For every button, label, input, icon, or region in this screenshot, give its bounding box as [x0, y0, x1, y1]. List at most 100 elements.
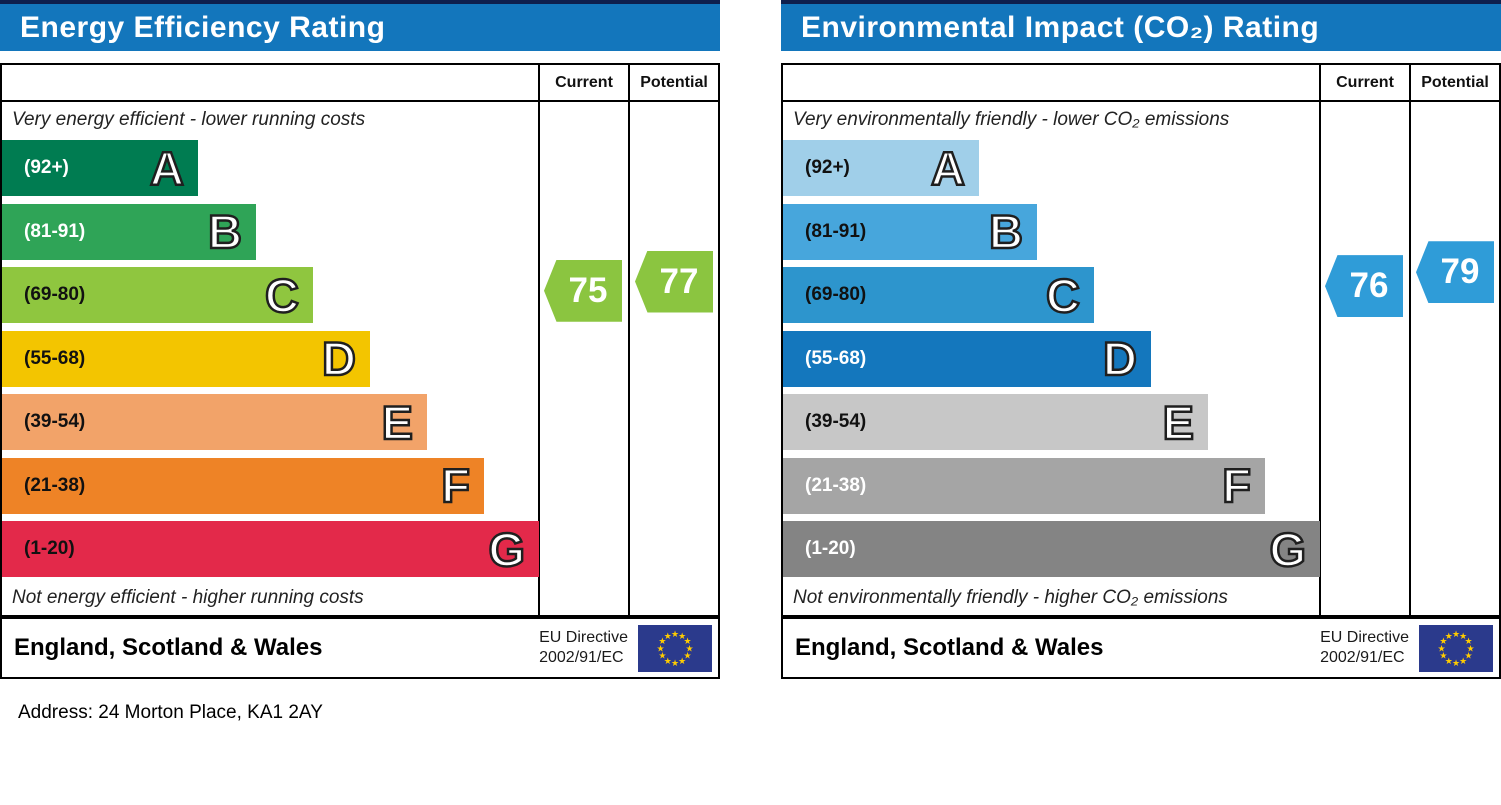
svg-text:★: ★	[664, 657, 672, 667]
band-d: (55-68) D	[2, 330, 370, 387]
svg-text:★: ★	[684, 651, 692, 661]
potential-rating-arrow: 79	[1416, 241, 1494, 304]
svg-text:★: ★	[684, 637, 692, 647]
svg-text:★: ★	[1459, 631, 1467, 641]
potential-column-header: Potential	[640, 74, 708, 91]
top-caption: Very environmentally friendly - lower CO…	[793, 109, 1230, 130]
band-range-label: (39-54)	[24, 411, 86, 432]
potential-rating-arrow: 77	[635, 250, 713, 313]
potential-column-header: Potential	[1421, 74, 1489, 91]
band-letter: G	[487, 522, 526, 576]
band-a: (92+) A	[2, 140, 198, 196]
current-rating-arrow: 76	[1325, 255, 1403, 318]
column-divider	[628, 65, 630, 615]
band-letter: D	[321, 332, 357, 385]
bottom-caption: Not environmentally friendly - higher CO…	[793, 587, 1228, 608]
band-range-label: (92+)	[805, 157, 850, 178]
svg-text:★: ★	[678, 657, 686, 667]
svg-text:★: ★	[1445, 631, 1453, 641]
band-range-label: (69-80)	[805, 284, 867, 305]
band-letter: E	[1161, 395, 1195, 449]
energy-title-bar: Energy Efficiency Rating	[0, 0, 720, 51]
band-g: (1-20) G	[2, 521, 539, 577]
band-range-label: (39-54)	[805, 411, 867, 432]
region-label: England, Scotland & Wales	[795, 634, 1104, 661]
band-letter: A	[930, 141, 966, 195]
band-range-label: (1-20)	[24, 538, 75, 559]
environmental-title-bar: Environmental Impact (CO₂) Rating	[781, 0, 1501, 51]
eu-directive-line1: EU Directive	[1320, 629, 1409, 646]
band-e: (39-54) E	[783, 394, 1208, 450]
potential-rating-value: 77	[659, 261, 699, 301]
band-d: (55-68) D	[783, 330, 1151, 387]
header-divider	[2, 100, 718, 102]
band-g: (1-20) G	[783, 521, 1320, 577]
svg-text:★: ★	[1465, 651, 1473, 661]
eu-directive-line2: 2002/91/EC	[539, 649, 624, 666]
energy-panel-title: Energy Efficiency Rating	[20, 10, 386, 44]
band-letter: B	[207, 205, 243, 258]
svg-text:★: ★	[671, 659, 679, 669]
band-letter: C	[1045, 268, 1081, 322]
band-range-label: (55-68)	[24, 347, 86, 369]
band-b: (81-91) B	[783, 203, 1037, 260]
band-range-label: (92+)	[24, 157, 69, 178]
svg-text:★: ★	[1439, 637, 1447, 647]
band-letter: A	[149, 141, 185, 195]
band-range-label: (69-80)	[24, 284, 86, 305]
current-column-header: Current	[1336, 74, 1394, 91]
svg-text:★: ★	[1439, 651, 1447, 661]
band-range-label: (55-68)	[805, 347, 867, 369]
column-divider	[538, 65, 540, 615]
svg-text:★: ★	[658, 637, 666, 647]
column-divider	[1409, 65, 1411, 615]
energy-rating-table: Current Potential Very energy efficient …	[0, 63, 720, 617]
svg-text:★: ★	[1437, 644, 1445, 654]
current-rating-arrow: 75	[544, 259, 622, 322]
band-letter: B	[988, 205, 1024, 258]
band-c: (69-80) C	[783, 267, 1094, 323]
energy-efficiency-panel: Energy Efficiency Rating Current Potenti…	[0, 0, 720, 679]
address-label: Address: 24 Morton Place, KA1 2AY	[18, 702, 323, 723]
band-range-label: (1-20)	[805, 538, 856, 559]
potential-rating-value: 79	[1440, 252, 1480, 292]
band-a: (92+) A	[783, 140, 979, 196]
svg-text:★: ★	[685, 644, 693, 654]
band-f: (21-38) F	[783, 457, 1265, 514]
svg-text:★: ★	[678, 631, 686, 641]
eu-directive-line1: EU Directive	[539, 629, 628, 646]
svg-text:★: ★	[664, 631, 672, 641]
svg-text:★: ★	[671, 630, 679, 640]
header-divider	[783, 100, 1499, 102]
band-range-label: (21-38)	[24, 474, 86, 496]
environmental-panel-title: Environmental Impact (CO₂) Rating	[801, 10, 1320, 44]
svg-text:★: ★	[1466, 644, 1474, 654]
band-range-label: (21-38)	[805, 474, 867, 496]
svg-text:★: ★	[1465, 637, 1473, 647]
band-f: (21-38) F	[2, 457, 484, 514]
eu-directive-label: EU Directive 2002/91/EC	[539, 628, 628, 668]
top-caption: Very energy efficient - lower running co…	[12, 109, 366, 130]
band-letter: D	[1102, 332, 1138, 385]
eu-flag-icon: ★ ★★ ★★★ ★★★ ★★★	[1419, 624, 1493, 672]
band-letter: G	[1268, 522, 1307, 576]
eu-directive-line2: 2002/91/EC	[1320, 649, 1405, 666]
band-range-label: (81-91)	[24, 220, 86, 242]
band-range-label: (81-91)	[805, 220, 867, 242]
band-b: (81-91) B	[2, 203, 256, 260]
current-column-header: Current	[555, 74, 613, 91]
band-letter: E	[380, 395, 414, 449]
current-rating-value: 75	[568, 270, 608, 310]
band-e: (39-54) E	[2, 394, 427, 450]
eu-flag-icon: ★ ★★ ★★★ ★★★ ★★★	[638, 624, 712, 672]
band-letter: F	[1221, 459, 1252, 512]
bottom-caption: Not energy efficient - higher running co…	[12, 587, 364, 608]
svg-text:★: ★	[658, 651, 666, 661]
svg-text:★: ★	[1452, 659, 1460, 669]
band-letter: F	[440, 459, 471, 512]
region-label: England, Scotland & Wales	[14, 634, 323, 661]
band-letter: C	[264, 268, 300, 322]
environmental-footer: England, Scotland & Wales EU Directive 2…	[781, 617, 1501, 679]
svg-text:★: ★	[656, 644, 664, 654]
